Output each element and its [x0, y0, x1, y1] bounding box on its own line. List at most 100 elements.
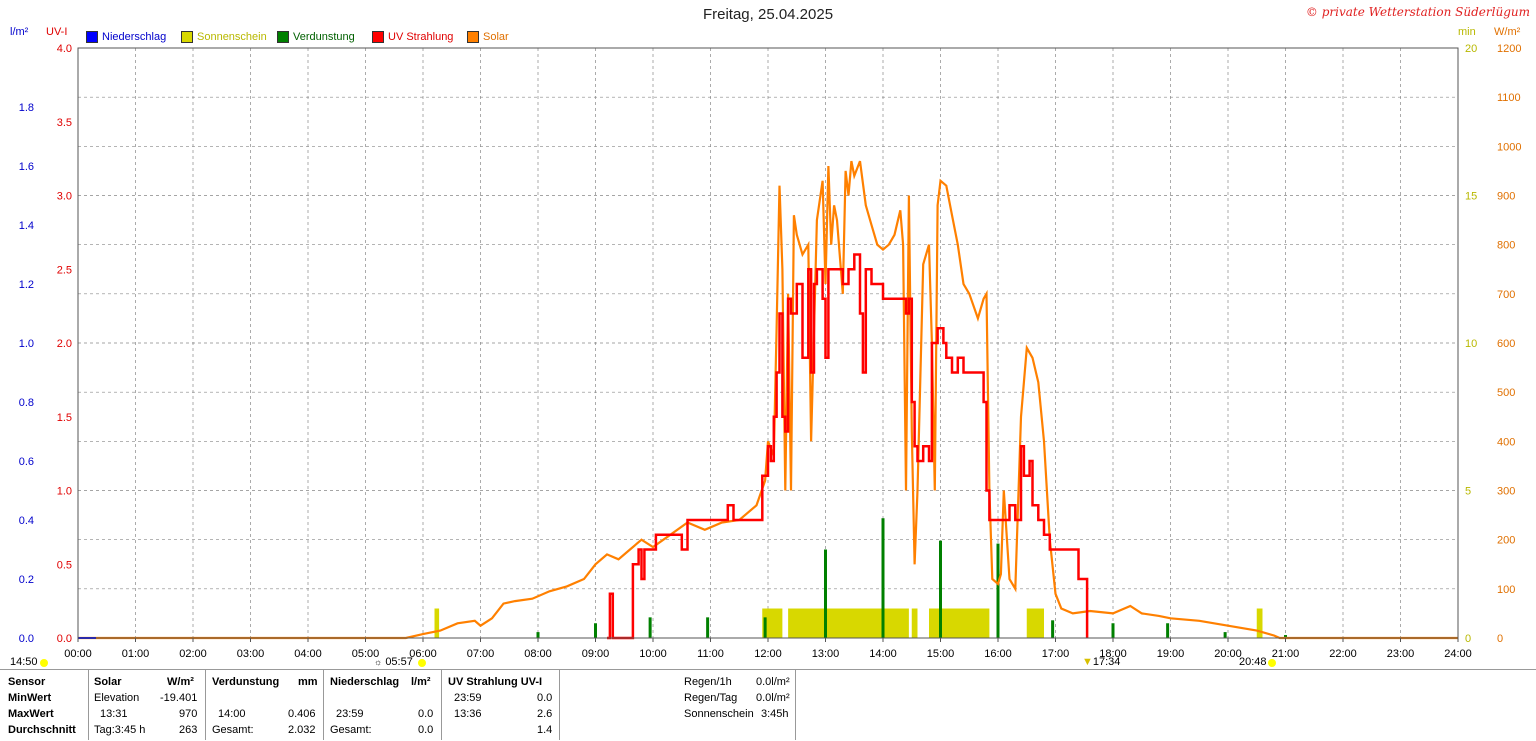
evaporation-bar: [1051, 620, 1055, 638]
stats-header-verdunstung: Verdunstung: [212, 676, 280, 688]
solar-tick-label: 0: [1497, 633, 1503, 645]
stats-nied-max-time: 23:59: [336, 708, 364, 720]
rain-tick-label: 1.4: [19, 220, 34, 232]
stats-column-divider: [323, 670, 324, 740]
evaporation-bar: [824, 549, 827, 638]
weather-chart: 00:00 01:00 02:00 03:00 04:00 05:00 06:00 07:00…: [19, 43, 1522, 660]
stats-row-avg-label: Durchschnitt: [8, 724, 76, 736]
marker-right-time: 20:48: [1239, 656, 1267, 668]
stats-solar-min-a: Elevation: [94, 692, 140, 704]
evaporation-bar: [1223, 632, 1227, 638]
stats-divider: [0, 669, 1536, 670]
solar-tick-label: 1000: [1497, 141, 1521, 153]
stats-solar-avg-b: 263: [179, 724, 198, 736]
stats-extra-label: Regen/1h: [684, 676, 732, 688]
stats-uv-max-time: 13:36: [454, 708, 482, 720]
min-tick-label: 20: [1465, 43, 1477, 55]
stats-header-nied-unit: l/m²: [411, 676, 431, 688]
legend-swatch: [181, 31, 193, 43]
sun-marker-icon: [418, 659, 426, 667]
rain-unit-label: l/m²: [10, 26, 29, 38]
sunshine-bar: [762, 608, 783, 638]
uv-series-line: [607, 253, 1089, 640]
solar-series-line: [78, 160, 1458, 640]
x-tick-label: 03:00: [237, 648, 265, 660]
evaporation-bar: [594, 623, 597, 638]
evaporation-bars: [536, 518, 1287, 638]
uv-tick-label: 1.5: [57, 412, 72, 424]
evaporation-bar: [939, 540, 942, 638]
evaporation-bar: [706, 617, 710, 638]
uv-tick-label: 2.0: [57, 338, 72, 350]
stats-verd-max-time: 14:00: [218, 708, 246, 720]
uv-tick-label: 2.5: [57, 264, 72, 276]
min-unit-label: min: [1458, 26, 1476, 38]
x-tick-label: 23:00: [1387, 648, 1415, 660]
stats-header-uv: UV Strahlung UV-I: [448, 676, 543, 688]
x-tick-label: 15:00: [927, 648, 955, 660]
stats-extra-label: Regen/Tag: [684, 692, 738, 704]
stats-solar-max-b: 970: [179, 708, 198, 720]
evaporation-bar: [1166, 623, 1170, 638]
sun-marker-icon: [40, 659, 48, 667]
rain-tick-label: 1.0: [19, 338, 34, 350]
sunshine-bars: [434, 608, 1263, 638]
stats-uv-avg-val: 1.4: [537, 724, 553, 736]
stats-solar-max-a: 13:31: [100, 708, 128, 720]
stats-column-divider: [88, 670, 89, 740]
legend-label: UV Strahlung: [388, 31, 454, 43]
copyright-text: © private Wetterstation Süderlügum: [1305, 5, 1530, 19]
stats-extra-value: 0.0l/m²: [756, 692, 790, 704]
x-tick-label: 24:00: [1444, 648, 1472, 660]
evaporation-bar: [1284, 635, 1287, 638]
legend-label: Sonnenschein: [197, 31, 267, 43]
solar-tick-label: 400: [1497, 436, 1515, 448]
min-tick-label: 10: [1465, 338, 1477, 350]
stats-header-niederschlag: Niederschlag: [330, 676, 400, 688]
sunrise-icon: ☼: [374, 657, 383, 667]
rain-tick-label: 0.8: [19, 397, 34, 409]
min-tick-label: 15: [1465, 191, 1477, 203]
solar-tick-label: 800: [1497, 240, 1515, 252]
evaporation-bar: [536, 632, 540, 638]
sunshine-bar: [911, 608, 918, 638]
x-tick-label: 08:00: [524, 648, 552, 660]
x-tick-label: 19:00: [1157, 648, 1185, 660]
x-tick-label: 18:00: [1099, 648, 1127, 660]
evaporation-bar: [996, 543, 1000, 638]
x-tick-label: 04:00: [294, 648, 322, 660]
solar-unit-label: W/m²: [1494, 26, 1521, 38]
legend-verdunstung: Verdunstung: [277, 31, 355, 43]
sunset-time: ▼17:34: [1082, 656, 1120, 668]
stats-header-sensor: Sensor: [8, 676, 46, 688]
solar-tick-label: 300: [1497, 486, 1515, 498]
stats-header-solar: Solar: [94, 676, 122, 688]
x-tick-label: 22:00: [1329, 648, 1357, 660]
solar-tick-label: 100: [1497, 584, 1515, 596]
legend-niederschlag: Niederschlag: [86, 31, 166, 43]
rain-tick-label: 0.4: [19, 515, 34, 527]
x-tick-label: 11:00: [697, 648, 724, 660]
legend-label: Verdunstung: [293, 31, 355, 43]
chart-title: Freitag, 25.04.2025: [702, 6, 834, 23]
solar-tick-label: 700: [1497, 289, 1515, 301]
plot-frame: [77, 47, 1459, 639]
stats-uv-min-time: 23:59: [454, 692, 482, 704]
x-tick-label: 05:00: [352, 648, 380, 660]
legend-solar: Solar: [467, 31, 509, 43]
sunshine-bar: [1256, 608, 1263, 638]
stats-nied-max-val: 0.0: [418, 708, 434, 720]
sun-marker-icon: [1268, 659, 1276, 667]
x-tick-label: 14:00: [869, 648, 897, 660]
stats-verd-max-val: 0.406: [288, 708, 316, 720]
uv-tick-label: 3.5: [57, 117, 72, 129]
sunrise-time: ☼ 05:57: [374, 656, 413, 668]
stats-row-max-label: MaxWert: [8, 708, 54, 720]
stats-verd-avg-val: 2.032: [288, 724, 316, 736]
x-tick-label: 10:00: [639, 648, 667, 660]
rain-tick-label: 1.6: [19, 161, 34, 173]
legend-swatch: [86, 31, 98, 43]
stats-extra-value: 3:45h: [761, 708, 789, 720]
uv-tick-label: 0.5: [57, 559, 72, 571]
legend-swatch: [467, 31, 479, 43]
